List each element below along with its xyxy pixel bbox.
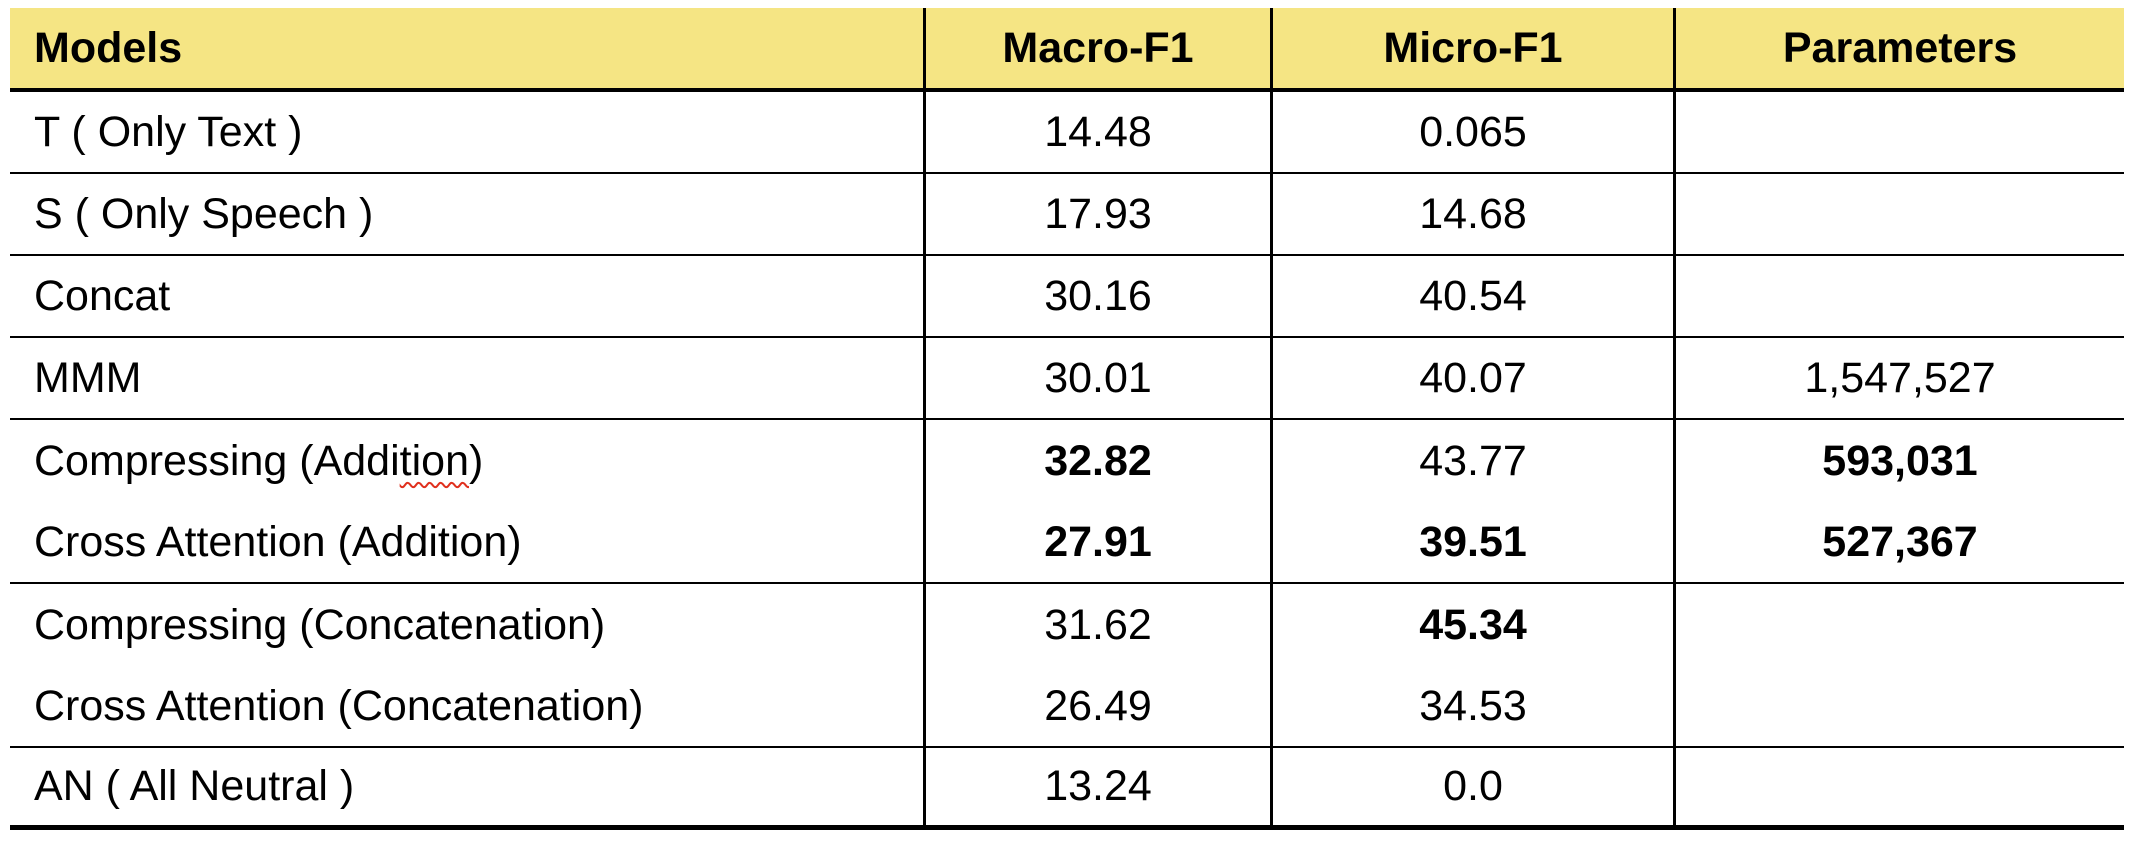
parameters-cell — [1673, 92, 2124, 174]
table-row: T ( Only Text ) 14.48 0.065 — [10, 92, 2124, 174]
micro-f1-cell: 34.53 — [1270, 666, 1673, 748]
model-cell: Cross Attention (Concatenation) — [10, 666, 923, 748]
macro-f1-cell: 31.62 — [923, 584, 1270, 666]
macro-f1-cell: 30.16 — [923, 256, 1270, 338]
table-row: Compressing (Addition) 32.82 43.77 593,0… — [10, 420, 2124, 502]
model-cell: S ( Only Speech ) — [10, 174, 923, 256]
micro-f1-cell: 40.54 — [1270, 256, 1673, 338]
micro-f1-cell: 39.51 — [1270, 502, 1673, 584]
table-row: Cross Attention (Concatenation) 26.49 34… — [10, 666, 2124, 748]
table-row: S ( Only Speech ) 17.93 14.68 — [10, 174, 2124, 256]
model-text: Compressing (Addi — [34, 436, 400, 485]
model-cell: Compressing (Addition) — [10, 420, 923, 502]
model-cell: AN ( All Neutral ) — [10, 748, 923, 830]
parameters-cell: 527,367 — [1673, 502, 2124, 584]
micro-f1-cell: 0.065 — [1270, 92, 1673, 174]
model-cell: T ( Only Text ) — [10, 92, 923, 174]
column-header-models: Models — [10, 8, 923, 92]
macro-f1-cell: 17.93 — [923, 174, 1270, 256]
macro-f1-cell: 32.82 — [923, 420, 1270, 502]
table-row: MMM 30.01 40.07 1,547,527 — [10, 338, 2124, 420]
model-cell: Compressing (Concatenation) — [10, 584, 923, 666]
spellcheck-squiggle-text: tion — [399, 436, 469, 485]
table-row: Concat 30.16 40.54 — [10, 256, 2124, 338]
macro-f1-cell: 30.01 — [923, 338, 1270, 420]
column-header-macro-f1: Macro-F1 — [923, 8, 1270, 92]
micro-f1-cell: 0.0 — [1270, 748, 1673, 830]
table-row: Cross Attention (Addition) 27.91 39.51 5… — [10, 502, 2124, 584]
table-row: Compressing (Concatenation) 31.62 45.34 — [10, 584, 2124, 666]
parameters-cell: 1,547,527 — [1673, 338, 2124, 420]
parameters-cell — [1673, 584, 2124, 666]
macro-f1-cell: 14.48 — [923, 92, 1270, 174]
macro-f1-cell: 26.49 — [923, 666, 1270, 748]
micro-f1-cell: 14.68 — [1270, 174, 1673, 256]
parameters-cell — [1673, 174, 2124, 256]
header-row: Models Macro-F1 Micro-F1 Parameters — [10, 8, 2124, 92]
micro-f1-cell: 40.07 — [1270, 338, 1673, 420]
micro-f1-cell: 43.77 — [1270, 420, 1673, 502]
model-cell: Cross Attention (Addition) — [10, 502, 923, 584]
parameters-cell — [1673, 748, 2124, 830]
column-header-micro-f1: Micro-F1 — [1270, 8, 1673, 92]
column-header-parameters: Parameters — [1673, 8, 2124, 92]
parameters-cell: 593,031 — [1673, 420, 2124, 502]
macro-f1-cell: 27.91 — [923, 502, 1270, 584]
macro-f1-cell: 13.24 — [923, 748, 1270, 830]
model-cell: Concat — [10, 256, 923, 338]
model-text: ) — [469, 436, 484, 485]
parameters-cell — [1673, 666, 2124, 748]
parameters-cell — [1673, 256, 2124, 338]
model-cell: MMM — [10, 338, 923, 420]
results-table: Models Macro-F1 Micro-F1 Parameters T ( … — [10, 8, 2124, 830]
table-row: AN ( All Neutral ) 13.24 0.0 — [10, 748, 2124, 830]
micro-f1-cell: 45.34 — [1270, 584, 1673, 666]
